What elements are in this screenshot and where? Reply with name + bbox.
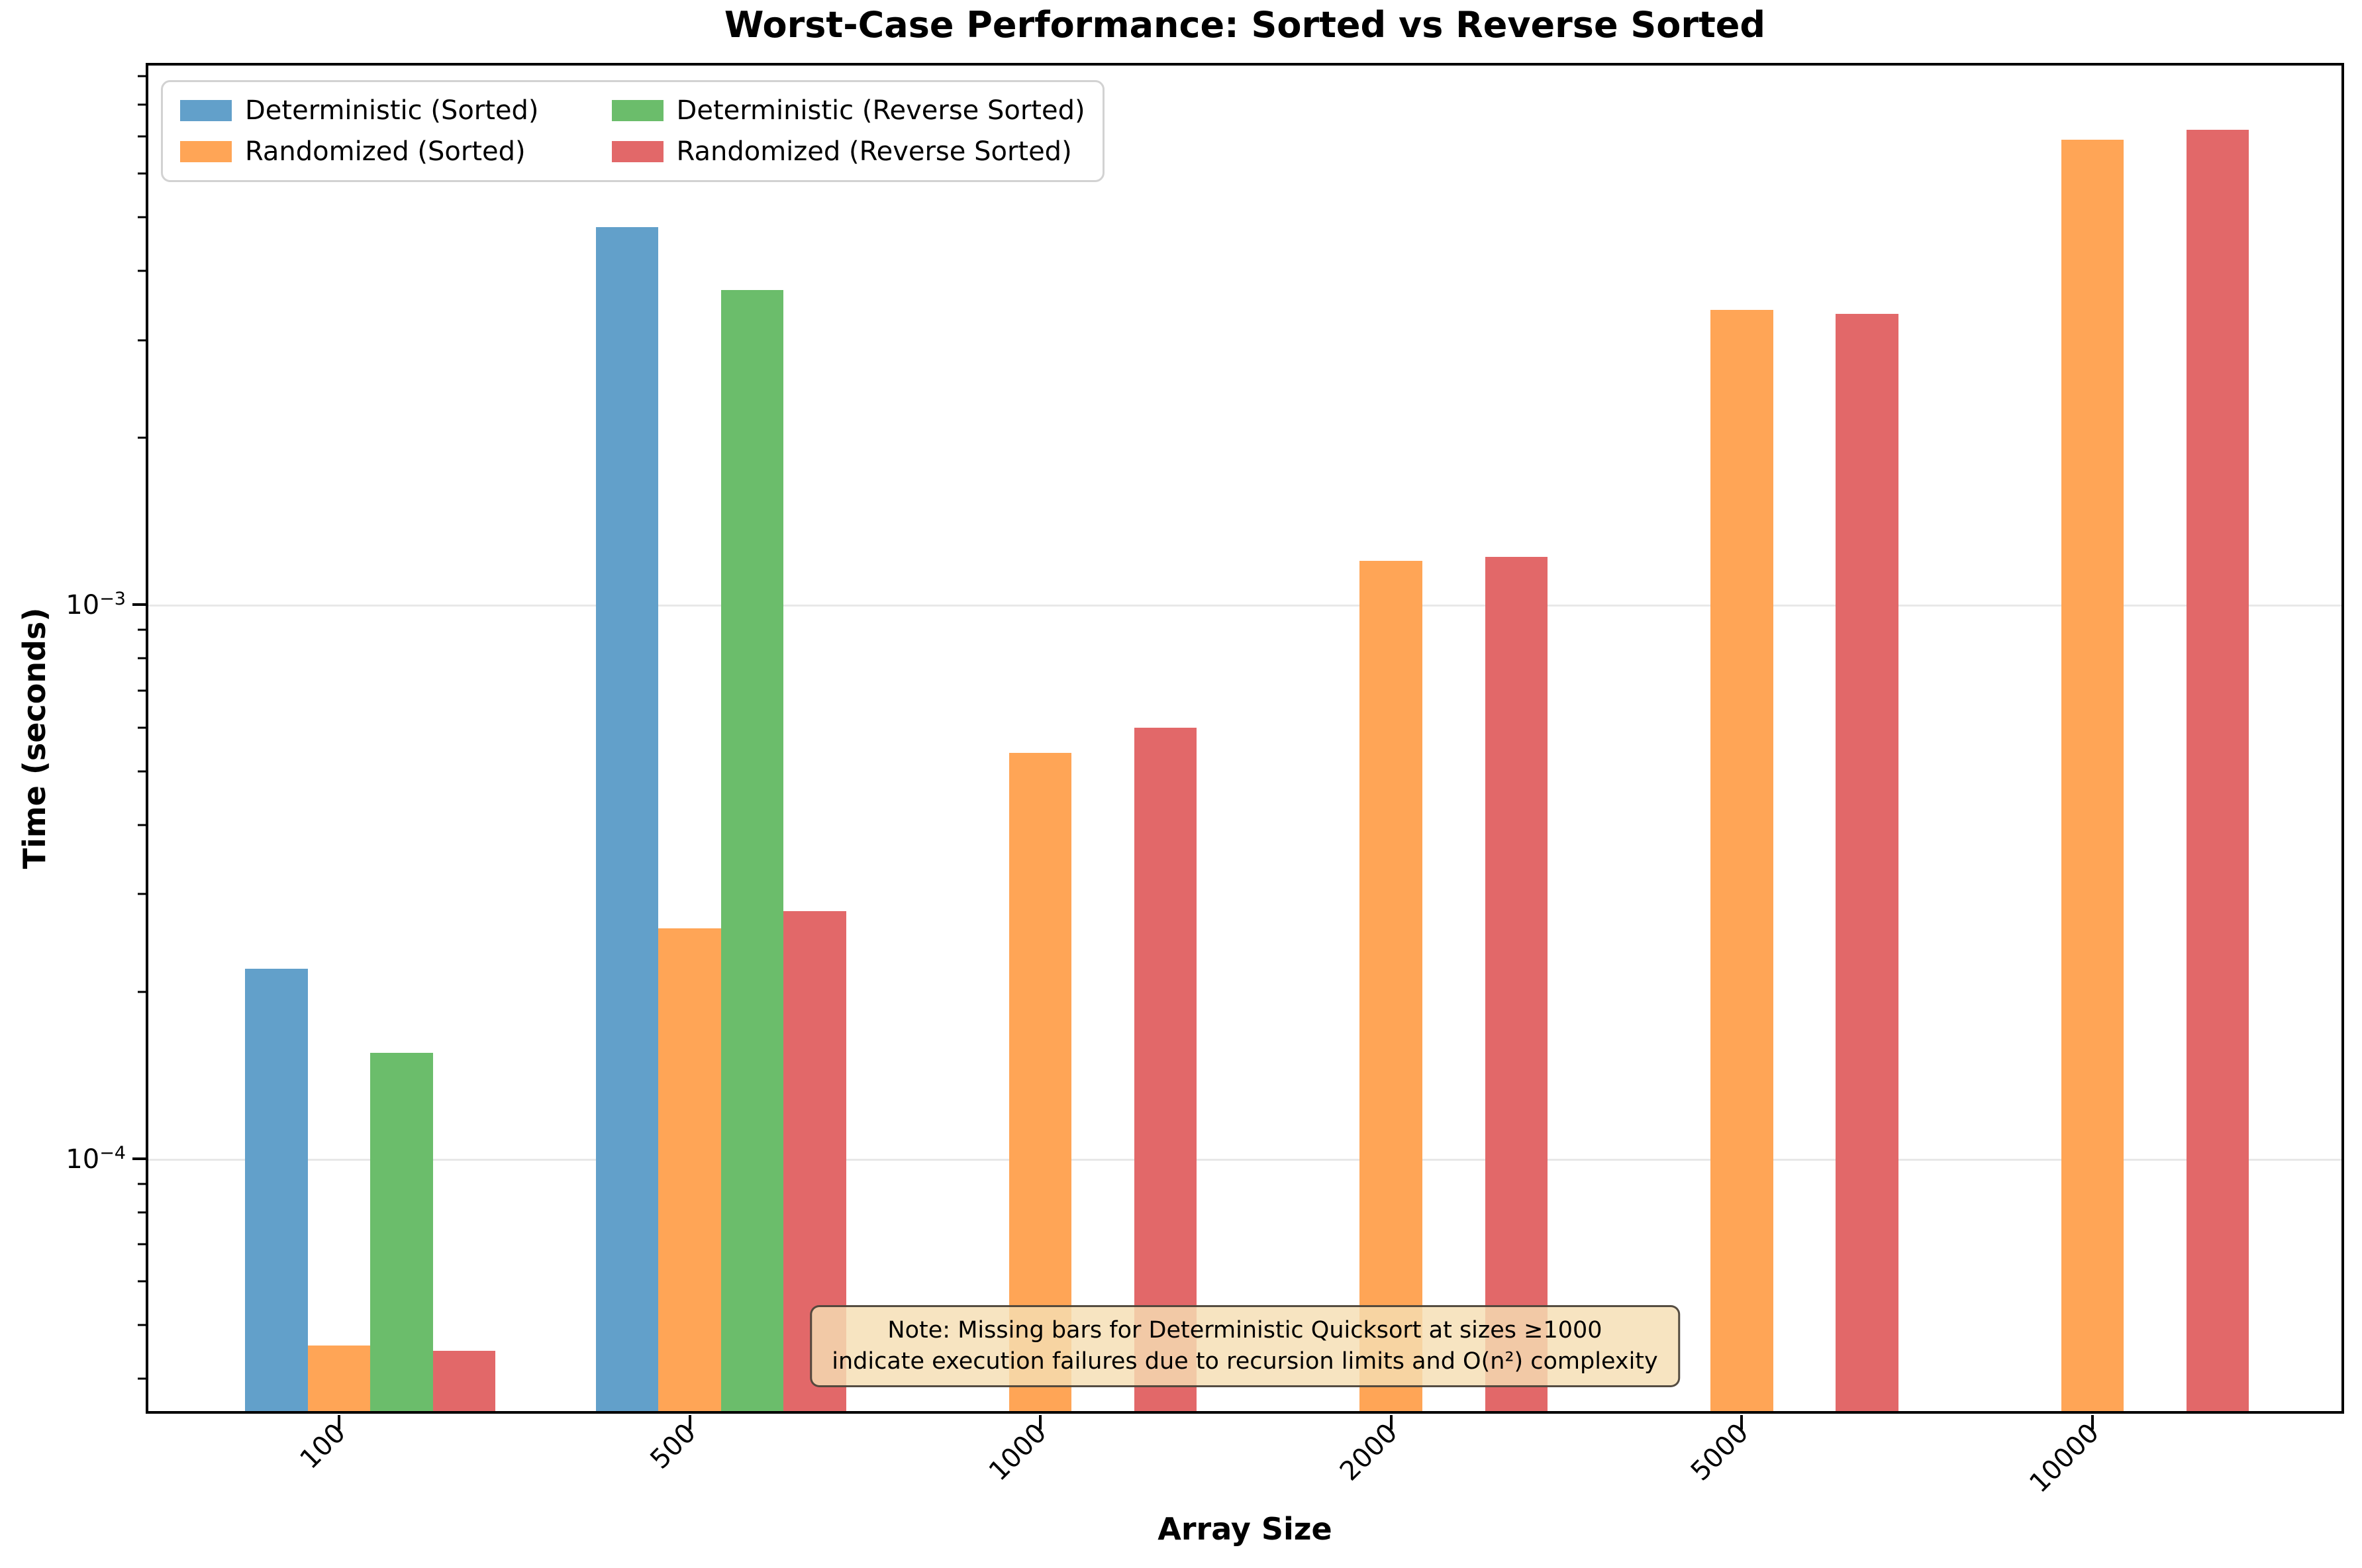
legend: Deterministic (Sorted) Randomized (Sorted… xyxy=(161,80,1105,182)
legend-swatch xyxy=(611,100,664,121)
y-tick-exponent: −4 xyxy=(99,1142,126,1163)
bar-randomized-sorted xyxy=(307,1345,371,1411)
y-gridline xyxy=(148,1158,2341,1161)
legend-swatch xyxy=(180,141,232,162)
y-tick-label: 10−3 xyxy=(66,588,126,621)
y-minor-tick xyxy=(138,770,146,773)
y-minor-tick xyxy=(138,135,146,138)
bar-randomized-sorted xyxy=(1710,310,1773,1411)
y-minor-tick xyxy=(138,436,146,439)
bar-randomized-reverse-sorted xyxy=(432,1350,496,1411)
bar-randomized-sorted xyxy=(1009,752,1072,1411)
x-axis-label: Array Size xyxy=(1157,1511,1332,1547)
legend-swatch xyxy=(180,100,232,121)
chart-title: Worst-Case Performance: Sorted vs Revers… xyxy=(724,4,1766,46)
y-minor-tick xyxy=(138,893,146,895)
y-minor-tick xyxy=(138,270,146,272)
y-minor-tick xyxy=(138,1280,146,1283)
plot-area: 10−3 10−4 100 500 1000 2000 5000 10000 Determin… xyxy=(66,63,2344,1499)
note-box: Note: Missing bars for Deterministic Qui… xyxy=(810,1304,1680,1387)
x-tick-label: 100 xyxy=(294,1418,352,1475)
y-minor-tick xyxy=(138,991,146,993)
y-major-tick xyxy=(132,1157,146,1160)
y-minor-tick xyxy=(138,824,146,826)
legend-item: Randomized (Reverse Sorted) xyxy=(611,136,1085,167)
bar-deterministic-reverse-sorted xyxy=(370,1053,433,1411)
y-minor-tick xyxy=(138,1377,146,1380)
bar-randomized-reverse-sorted xyxy=(1134,727,1197,1411)
y-axis-label: Time (seconds) xyxy=(17,607,52,869)
bar-randomized-reverse-sorted xyxy=(2186,129,2249,1411)
bar-deterministic-sorted xyxy=(245,969,308,1411)
bar-deterministic-sorted xyxy=(595,227,659,1411)
x-tick-label: 2000 xyxy=(1334,1418,1404,1487)
x-tick-label: 5000 xyxy=(1685,1418,1754,1487)
legend-label: Randomized (Sorted) xyxy=(245,136,526,167)
y-tick-label: 10−4 xyxy=(66,1142,126,1175)
y-gridline xyxy=(148,605,2341,607)
y-minor-tick xyxy=(138,103,146,106)
note-line-1: Note: Missing bars for Deterministic Qui… xyxy=(887,1316,1602,1344)
x-tick xyxy=(1039,1415,1042,1430)
bar-deterministic-reverse-sorted xyxy=(720,289,784,1411)
legend-swatch xyxy=(611,141,664,162)
legend-item: Deterministic (Sorted) xyxy=(180,95,539,126)
y-minor-tick xyxy=(138,75,146,77)
y-minor-tick xyxy=(138,1243,146,1246)
x-tick xyxy=(1740,1415,1744,1430)
y-minor-tick xyxy=(138,216,146,219)
legend-label: Deterministic (Reverse Sorted) xyxy=(676,95,1085,126)
legend-label: Deterministic (Sorted) xyxy=(245,95,539,126)
legend-label: Randomized (Reverse Sorted) xyxy=(676,136,1072,167)
bar-randomized-reverse-sorted xyxy=(1836,313,1898,1411)
x-tick xyxy=(338,1415,341,1430)
legend-item: Randomized (Sorted) xyxy=(180,136,539,167)
x-tick xyxy=(2091,1415,2094,1430)
y-minor-tick xyxy=(138,339,146,342)
x-tick-label: 500 xyxy=(644,1418,703,1475)
x-tick-label: 10000 xyxy=(2023,1418,2105,1499)
y-minor-tick xyxy=(138,1211,146,1214)
y-minor-tick xyxy=(138,172,146,175)
y-minor-tick xyxy=(138,628,146,631)
y-minor-tick xyxy=(138,657,146,660)
y-minor-tick xyxy=(138,1324,146,1326)
x-tick-label: 1000 xyxy=(983,1418,1053,1487)
bar-randomized-sorted xyxy=(658,928,721,1411)
y-major-tick xyxy=(132,603,146,607)
bar-randomized-sorted xyxy=(2061,140,2124,1411)
bar-randomized-sorted xyxy=(1359,560,1422,1411)
y-minor-tick xyxy=(138,1183,146,1185)
y-minor-tick xyxy=(138,689,146,692)
x-tick xyxy=(1389,1415,1393,1430)
bar-randomized-reverse-sorted xyxy=(1485,556,1548,1411)
legend-item: Deterministic (Reverse Sorted) xyxy=(611,95,1085,126)
note-line-2: indicate execution failures due to recur… xyxy=(832,1348,1658,1375)
x-tick xyxy=(688,1415,691,1430)
y-minor-tick xyxy=(138,726,146,729)
y-tick-exponent: −3 xyxy=(99,588,126,609)
